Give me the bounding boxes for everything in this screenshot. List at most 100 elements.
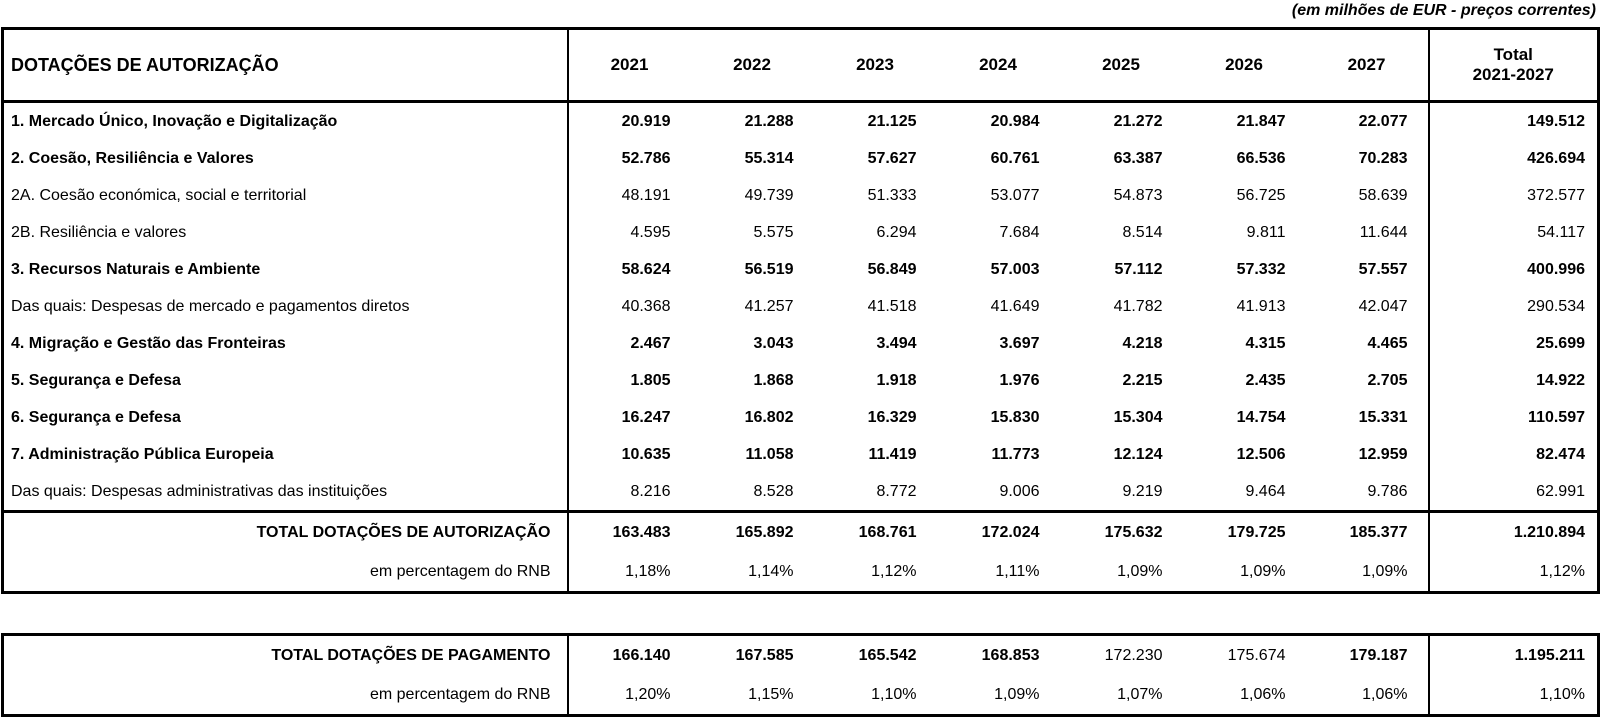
row-label: 2. Coesão, Resiliência e Valores [2,140,569,177]
value-cell: 20.919 [621,112,671,130]
year-header-2021: 2021 [567,28,691,103]
value-cell: 175.632 [1059,510,1183,552]
value-cell: 1,07% [1117,685,1163,703]
value-cell: 60.761 [990,149,1040,167]
value-cell: 165.892 [690,510,814,552]
value-cell: 48.191 [621,186,671,204]
value-cell: 15.331 [1358,408,1408,426]
payment-appropriations-table: TOTAL DOTAÇÕES DE PAGAMENTO 166.140 167.58… [1,633,1600,717]
value-cell: 11.058 [745,445,794,463]
value-cell: 21.847 [1236,112,1286,130]
value-cell: 22.077 [1358,112,1408,130]
value-cell: 57.112 [1114,260,1163,278]
value-cell: 8.514 [1122,223,1163,241]
value-cell: 56.849 [867,260,917,278]
value-cell: 14.754 [1236,408,1286,426]
value-cell: 41.913 [1236,297,1286,315]
value-cell: 8.772 [876,482,917,500]
value-cell: 8.528 [753,482,794,500]
value-cell: 1.805 [630,371,671,389]
row-total-cell: 110.597 [1427,399,1599,436]
value-cell: 1.868 [753,371,794,389]
value-cell: 10.635 [621,445,671,463]
year-header-2024: 2024 [936,28,1060,103]
row-label: TOTAL DOTAÇÕES DE AUTORIZAÇÃO [2,510,569,552]
value-cell: 3.494 [876,334,917,352]
row-label: 3. Recursos Naturais e Ambiente [2,251,569,288]
value-cell: 1,18% [625,562,671,580]
row-total-cell: 1.195.211 [1427,634,1599,675]
data-row: 2. Coesão, Resiliência e Valores 52.786 55… [2,140,1599,177]
value-cell: 3.043 [753,334,794,352]
value-cell: 42.047 [1358,297,1408,315]
value-cell: 175.674 [1227,646,1286,664]
value-cell: 179.187 [1349,646,1408,664]
row-total-cell: 1.210.894 [1427,510,1599,552]
value-cell: 41.649 [990,297,1040,315]
row-label: 2B. Resiliência e valores [2,214,569,251]
value-cell: 15.830 [990,408,1040,426]
value-cell: 9.786 [1367,482,1408,500]
value-cell: 15.304 [1113,408,1163,426]
value-cell: 4.465 [1367,334,1408,352]
value-cell: 55.314 [744,149,794,167]
value-cell: 168.761 [813,510,937,552]
commitment-appropriations-table: DOTAÇÕES DE AUTORIZAÇÃO 2021 2022 2023 2… [1,27,1600,594]
value-cell: 2.435 [1245,371,1286,389]
value-cell: 57.332 [1236,260,1286,278]
value-cell: 41.782 [1113,297,1163,315]
value-cell: 6.294 [876,223,917,241]
row-total-cell: 54.117 [1427,214,1599,251]
total-header-line2: 2021-2027 [1472,65,1554,84]
value-cell: 1.976 [999,371,1040,389]
value-cell: 12.124 [1113,445,1163,463]
value-cell: 57.627 [867,149,917,167]
row-total-cell: 149.512 [1427,101,1599,140]
row-label: Das quais: Despesas administrativas das … [2,473,569,512]
value-cell: 52.786 [621,149,671,167]
value-cell: 57.557 [1358,260,1408,278]
data-row: 1. Mercado Único, Inovação e Digitalizaç… [2,101,1599,140]
value-cell: 1,06% [1362,685,1408,703]
data-row: 2B. Resiliência e valores 4.595 5.575 6.294… [2,214,1599,251]
value-cell: 9.811 [1246,223,1286,241]
value-cell: 16.247 [621,408,671,426]
pct-of-rnb-row: em percentagem do RNB 1,20% 1,15% 1,10% 1,09… [2,675,1599,716]
data-row: 5. Segurança e Defesa 1.805 1.868 1.918 1.97… [2,362,1599,399]
value-cell: 1.918 [876,371,917,389]
row-total-cell: 25.699 [1427,325,1599,362]
row-total-cell: 400.996 [1427,251,1599,288]
value-cell: 41.257 [744,297,794,315]
year-header-2027: 2027 [1305,28,1429,103]
value-cell: 56.519 [744,260,794,278]
value-cell: 1,09% [1240,562,1286,580]
value-cell: 166.140 [612,646,671,664]
row-total-cell: 1,12% [1427,552,1599,593]
row-total-cell: 82.474 [1427,436,1599,473]
header-row: DOTAÇÕES DE AUTORIZAÇÃO 2021 2022 2023 2… [2,28,1599,103]
row-label: 7. Administração Pública Europeia [2,436,569,473]
row-label: em percentagem do RNB [2,675,569,716]
data-row: 2A. Coesão económica, social e territori… [2,177,1599,214]
total-column-header: Total 2021-2027 [1427,28,1599,103]
row-total-cell: 14.922 [1427,362,1599,399]
value-cell: 11.419 [868,445,917,463]
value-cell: 21.272 [1113,112,1163,130]
year-header-2025: 2025 [1059,28,1183,103]
row-total-cell: 426.694 [1427,140,1599,177]
value-cell: 3.697 [999,334,1040,352]
value-cell: 5.575 [753,223,794,241]
value-cell: 1,09% [1117,562,1163,580]
units-caption: (em milhões de EUR - preços correntes) [1291,2,1596,19]
row-label: 2A. Coesão económica, social e territori… [2,177,569,214]
data-row: 7. Administração Pública Europeia 10.635 1… [2,436,1599,473]
value-cell: 40.368 [621,297,671,315]
value-cell: 172.024 [936,510,1060,552]
value-cell: 9.219 [1122,482,1163,500]
value-cell: 63.387 [1113,149,1163,167]
value-cell: 54.873 [1113,186,1163,204]
value-cell: 12.506 [1236,445,1286,463]
row-total-cell: 62.991 [1427,473,1599,512]
value-cell: 56.725 [1236,186,1286,204]
value-cell: 165.542 [858,646,917,664]
